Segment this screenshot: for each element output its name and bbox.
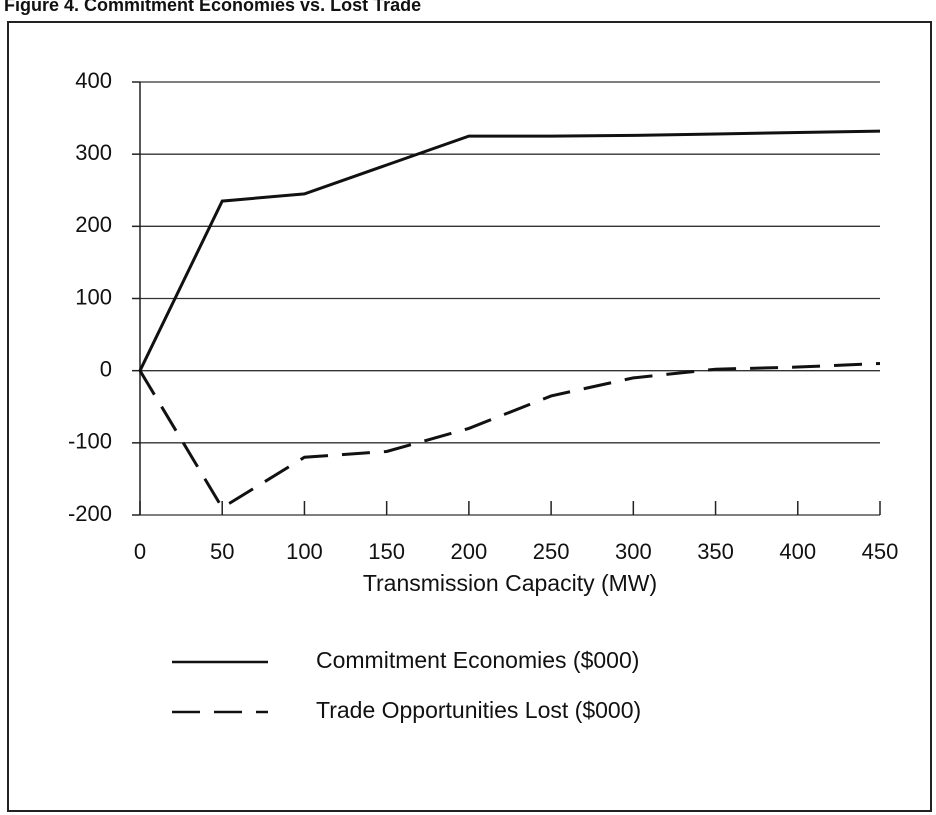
x-tick-label: 100 <box>286 539 323 564</box>
line-series <box>138 361 881 510</box>
legend-label: Commitment Economies ($000) <box>316 647 639 673</box>
x-tick-label: 250 <box>533 539 570 564</box>
y-tick-label: -200 <box>68 501 112 526</box>
y-tick-label: -100 <box>68 429 112 454</box>
legend-label: Trade Opportunities Lost ($000) <box>316 697 641 723</box>
chart-title: Figure 4. Commitment Economies vs. Lost … <box>4 0 421 15</box>
x-tick-label: 300 <box>615 539 652 564</box>
x-tick-label: 0 <box>134 539 146 564</box>
y-tick-label: 100 <box>75 284 112 309</box>
x-axis-label: Transmission Capacity (MW) <box>363 570 657 596</box>
y-tick-label: 400 <box>75 68 112 93</box>
y-tick-label: 200 <box>75 212 112 237</box>
line-series <box>138 129 881 372</box>
frame <box>7 21 932 812</box>
x-tick-label: 50 <box>210 539 234 564</box>
x-tick-label: 400 <box>779 539 816 564</box>
x-tick-label: 150 <box>368 539 405 564</box>
x-tick-label: 200 <box>451 539 488 564</box>
y-tick-label: 0 <box>100 356 112 381</box>
x-tick-label: 350 <box>697 539 734 564</box>
y-tick-label: 300 <box>75 140 112 165</box>
x-tick-label: 450 <box>862 539 899 564</box>
